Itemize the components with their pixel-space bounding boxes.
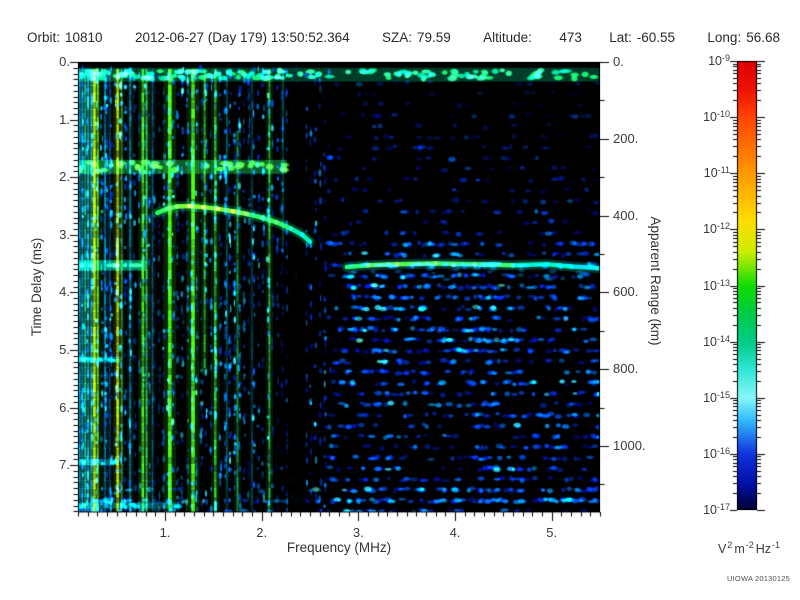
colorbar-tick-label: 10-15 <box>703 389 730 405</box>
datetime-field: 2012-06-27 (Day 179) 13:50:52.364 <box>135 30 355 45</box>
unit-part: m <box>734 542 745 557</box>
y2-tick-label: 600. <box>613 284 639 300</box>
sza-field: SZA: 79.59 <box>382 30 456 45</box>
datetime-value: 2012-06-27 (Day 179) 13:50:52.364 <box>134 30 350 45</box>
sza-label: SZA: <box>381 30 412 45</box>
unit-part: 2 <box>727 540 733 550</box>
lat-label: Lat: <box>609 30 632 45</box>
y2-tick-label: 400. <box>613 207 639 223</box>
y-tick-label: 6. <box>59 399 70 415</box>
unit-part: -1 <box>772 540 781 550</box>
x-tick-label: 3. <box>352 525 364 540</box>
colorbar-tick-label: 10-16 <box>703 445 730 462</box>
y2-axis-title: Apparent Range (km) <box>648 216 663 346</box>
y-tick-label: 2. <box>59 169 70 185</box>
y-tick-label: 0. <box>59 54 70 69</box>
x-tick-label: 1. <box>159 525 171 540</box>
x-axis-title: Frequency (MHz) <box>286 540 392 555</box>
unit-part: -2 <box>745 540 754 550</box>
colorbar-tick-label: 10-9 <box>708 53 730 69</box>
colorbar-tick-label: 10-12 <box>703 221 730 237</box>
long-field: Long: 56.68 <box>707 30 785 45</box>
y-axis-title: Time Delay (ms) <box>29 237 44 337</box>
y2-tick-label: 200. <box>613 130 639 146</box>
colorbar-tick-label: 10-10 <box>703 109 730 125</box>
y-tick-label: 4. <box>59 284 70 300</box>
y2-tick-label: 0. <box>613 54 624 69</box>
x-tick-label: 5. <box>546 525 558 540</box>
y-tick-label: 7. <box>59 457 70 473</box>
y2-tick-label: 800. <box>613 361 639 377</box>
y-tick-label: 3. <box>59 226 70 242</box>
credit-watermark: UIOWA 20130125 <box>727 574 790 583</box>
spectrogram-canvas <box>78 62 600 512</box>
y-tick-label: 5. <box>59 342 70 357</box>
y2-tick-label: 1000. <box>613 437 646 453</box>
orbit-label: Orbit: <box>27 30 61 45</box>
altitude-value: 473 <box>559 30 582 45</box>
orbit-value: 10810 <box>65 30 103 45</box>
x-tick-label: 4. <box>449 525 461 540</box>
colorbar-tick-label: 10-13 <box>703 277 730 293</box>
colorbar-tick-label: 10-11 <box>703 165 730 181</box>
unit-part: V <box>717 542 727 557</box>
long-value: 56.68 <box>746 30 780 45</box>
colorbar-tick-label: 10-17 <box>703 502 730 518</box>
colorbar-unit-label: V2 m-2 Hz-1 <box>683 540 800 556</box>
lat-field: Lat: -60.55 <box>609 30 680 45</box>
orbit-field: Orbit: 10810 <box>27 30 108 45</box>
long-label: Long: <box>707 30 742 45</box>
unit-part: Hz <box>755 542 772 557</box>
colorbar-gradient <box>737 61 757 510</box>
colorbar-tick-label: 10-14 <box>703 333 730 349</box>
sza-value: 79.59 <box>416 30 451 45</box>
x-tick-label: 2. <box>256 525 268 540</box>
header-bar: Orbit: 10810 2012-06-27 (Day 179) 13:50:5… <box>27 30 785 45</box>
lat-value: -60.55 <box>636 30 676 45</box>
altitude-label: Altitude: <box>483 30 532 45</box>
y-tick-label: 1. <box>59 111 70 127</box>
